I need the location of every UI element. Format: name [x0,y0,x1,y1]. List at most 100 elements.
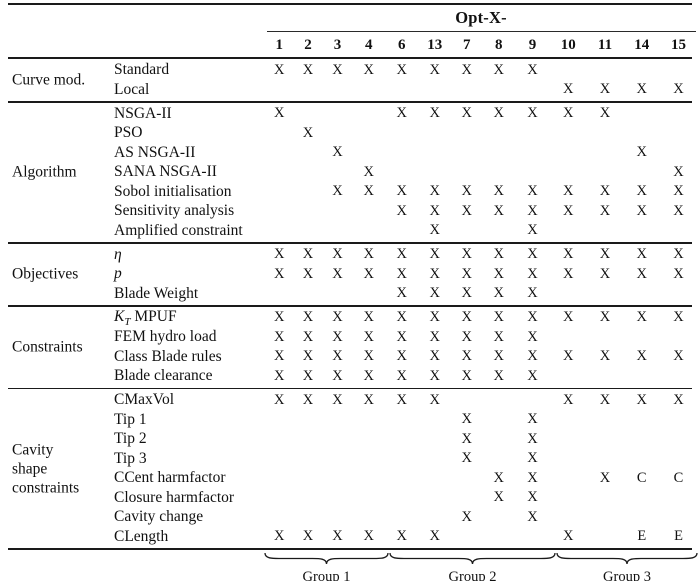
mark-cell: X [673,391,684,408]
group-braces [264,553,698,565]
row-label: AS NSGA-II [114,143,196,161]
mark-cell: X [332,391,343,408]
section-rule [8,242,692,244]
mark-cell: X [363,265,374,282]
mark-cell: X [527,450,538,467]
mark-cell: X [527,246,538,263]
mark-cell: X [332,265,343,282]
mark-cell: X [396,328,407,345]
mark-cell: X [599,105,611,122]
mark-cell: X [274,348,285,365]
span-header-opt-x: Opt-X- [455,8,507,27]
row-label: Class Blade rules [114,347,222,365]
section-rule [8,387,692,390]
column-header: 8 [495,37,503,54]
mark-cell: X [527,328,538,345]
mark-cell: X [527,202,538,219]
mark-cell: X [302,246,314,263]
mark-cell: X [493,285,504,302]
mark-cell: X [563,202,574,219]
row-label: FEM hydro load [114,328,217,346]
mark-cell: X [461,430,472,447]
mark-cell: C [673,469,684,486]
row-label: Tip 2 [114,430,147,448]
table-row: CCent harmfactor X X X C C [114,469,700,489]
mark-cell: X [396,265,407,282]
table-section: Cavity shape constraints CMaxVol X X X X X X X X X… [0,389,700,548]
mark-cell: X [493,183,504,200]
top-rule [8,3,692,5]
table-row: SANA NSGA-II X X [114,163,700,183]
column-header: 3 [333,37,342,54]
mark-cell: X [599,348,611,365]
mark-cell: X [396,105,407,122]
column-headers-row: 1 2 3 4 6 13 7 8 9 10 11 14 15 [265,35,697,57]
underbrace [389,553,556,565]
header-rule [8,57,692,60]
mark-cell: X [302,328,314,345]
mark-cell: X [527,348,538,365]
mark-cell: X [673,81,684,98]
mark-cell: X [563,81,574,98]
mark-cell: X [527,183,538,200]
mark-cell: X [274,528,285,545]
mark-cell: X [527,508,538,525]
mark-cell: X [673,183,684,200]
table-header: Opt-X- 1 2 3 4 6 13 7 8 9 10 11 14 15 [0,5,700,57]
table-row: Cavity change X X [114,508,700,528]
mark-cell: X [563,246,574,263]
mark-cell: X [396,285,407,302]
underbrace [556,553,698,565]
mark-cell: X [363,309,374,326]
mark-cell: X [332,528,343,545]
mark-cell: X [673,163,684,180]
row-label: NSGA-II [114,104,172,122]
mark-cell: X [493,202,504,219]
table-row: Standard X X X X X X X X X [114,61,700,81]
mark-cell: X [461,265,472,282]
mark-cell: X [493,309,504,326]
table-row: CMaxVol X X X X X X X X X X [114,391,700,411]
row-label: Blade clearance [114,367,213,385]
mark-cell: X [274,367,285,384]
table-row: Sensitivity analysis X X X X X X X X X [114,202,700,222]
table-section: Constraints KT MPUF X X X X X X X X X X X X X FEM hydro… [0,307,700,388]
mark-cell: X [673,348,684,365]
mark-cell: X [493,61,504,78]
mark-cell: X [461,285,472,302]
table-section: Curve mod. Standard X X X X X X X X X Local X X X X [0,59,700,101]
mark-cell: C [636,469,647,486]
mark-cell: X [274,105,285,122]
column-header: 11 [597,37,613,54]
row-label: Local [114,80,150,98]
row-label: CCent harmfactor [114,469,226,487]
mark-cell: X [636,265,647,282]
mark-cell: X [332,348,343,365]
mark-cell: X [461,246,472,263]
mark-cell: X [461,450,472,467]
mark-cell: X [563,105,574,122]
mark-cell: X [429,183,440,200]
mark-cell: X [527,265,538,282]
row-label: SANA NSGA-II [114,163,217,181]
mark-cell: X [599,469,611,486]
row-label: Tip 1 [114,410,147,428]
mark-cell: X [461,508,472,525]
mark-cell: X [429,528,440,545]
mark-cell: X [527,469,538,486]
table-row: KT MPUF X X X X X X X X X X X X X [114,308,700,328]
table-row: Class Blade rules X X X X X X X X X X X X X [114,347,700,367]
mark-cell: X [599,81,611,98]
row-label: Blade Weight [114,284,199,302]
mark-cell: X [429,391,440,408]
mark-cell: X [429,328,440,345]
bottom-rule [8,548,692,551]
mark-cell: X [636,246,647,263]
group-label: Group 1 [302,569,351,581]
mark-cell: X [302,309,314,326]
column-header: 4 [365,37,373,54]
mark-cell: X [396,348,407,365]
